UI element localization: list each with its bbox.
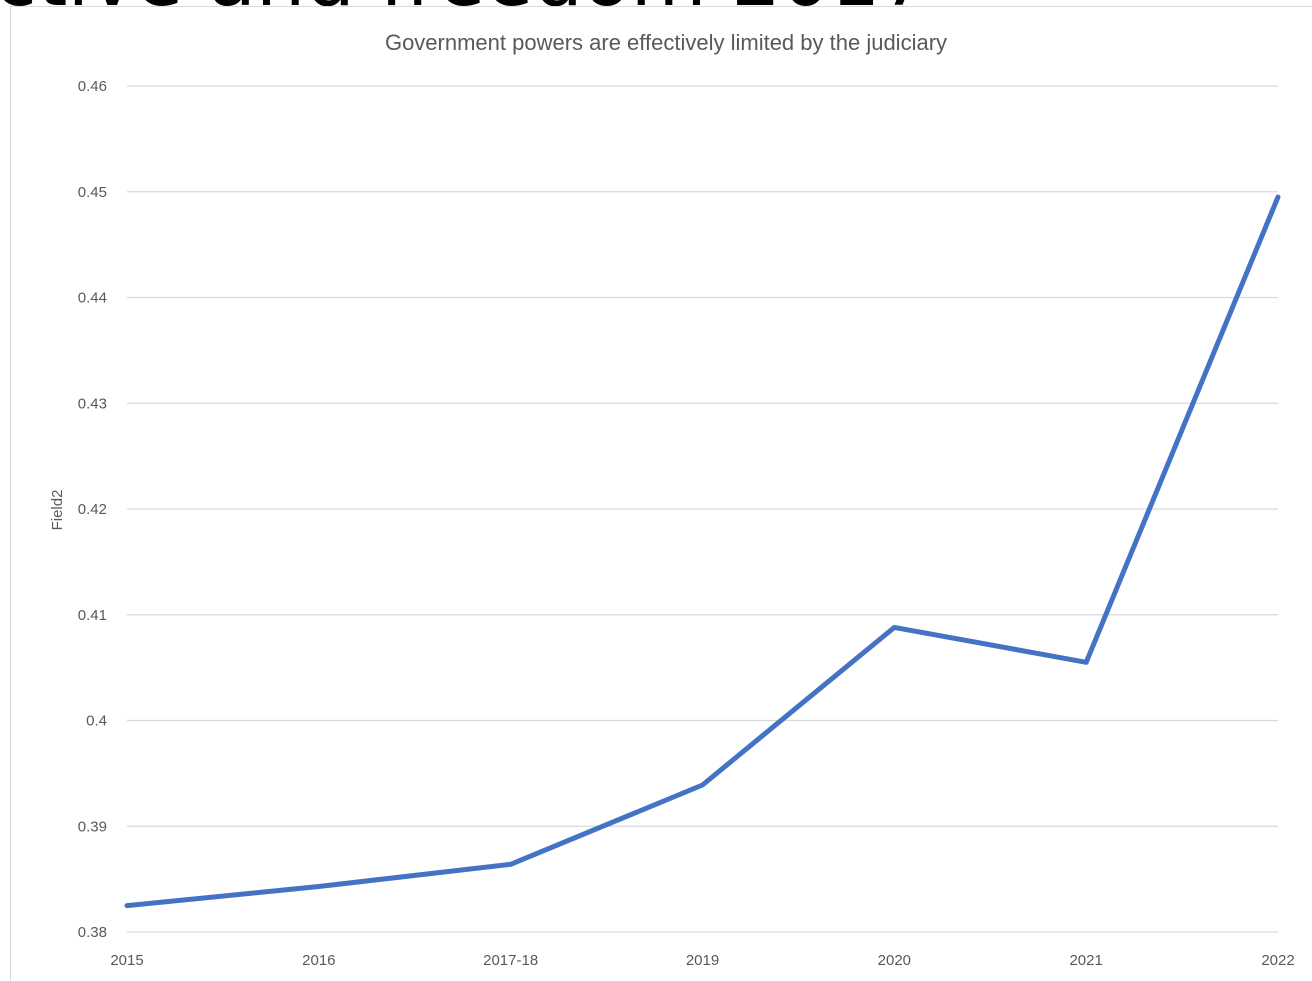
- y-axis-label: Field2: [49, 490, 66, 531]
- x-tick-label: 2022: [1261, 952, 1294, 969]
- chart-title: Government powers are effectively limite…: [385, 30, 947, 55]
- y-tick-label: 0.41: [78, 607, 107, 624]
- x-tick-label: 2016: [302, 952, 335, 969]
- y-axis-ticks: 0.46 0.45 0.44 0.43 0.42 0.41 0.4 0.39 0.38: [78, 78, 107, 941]
- x-tick-label: 2021: [1069, 952, 1102, 969]
- y-tick-label: 0.44: [78, 290, 107, 307]
- chart-border-left: [10, 6, 11, 981]
- x-tick-label: 2020: [878, 952, 911, 969]
- y-tick-label: 0.4: [86, 713, 107, 730]
- x-axis-ticks: 2015 2016 2017-18 2019 2020 2021 2022: [110, 952, 1294, 969]
- chart-border-top: [10, 6, 1312, 7]
- y-tick-label: 0.43: [78, 395, 107, 412]
- y-tick-label: 0.42: [78, 501, 107, 518]
- gridlines: [127, 85, 1278, 933]
- series-layer: [124, 194, 1281, 909]
- y-tick-label: 0.38: [78, 924, 107, 941]
- y-tick-label: 0.39: [78, 818, 107, 835]
- y-tick-label: 0.45: [78, 184, 107, 201]
- x-tick-label: 2015: [110, 952, 143, 969]
- x-tick-label: 2019: [686, 952, 719, 969]
- series-line: [124, 194, 1281, 909]
- y-tick-label: 0.46: [78, 78, 107, 95]
- x-tick-label: 2017-18: [483, 952, 538, 969]
